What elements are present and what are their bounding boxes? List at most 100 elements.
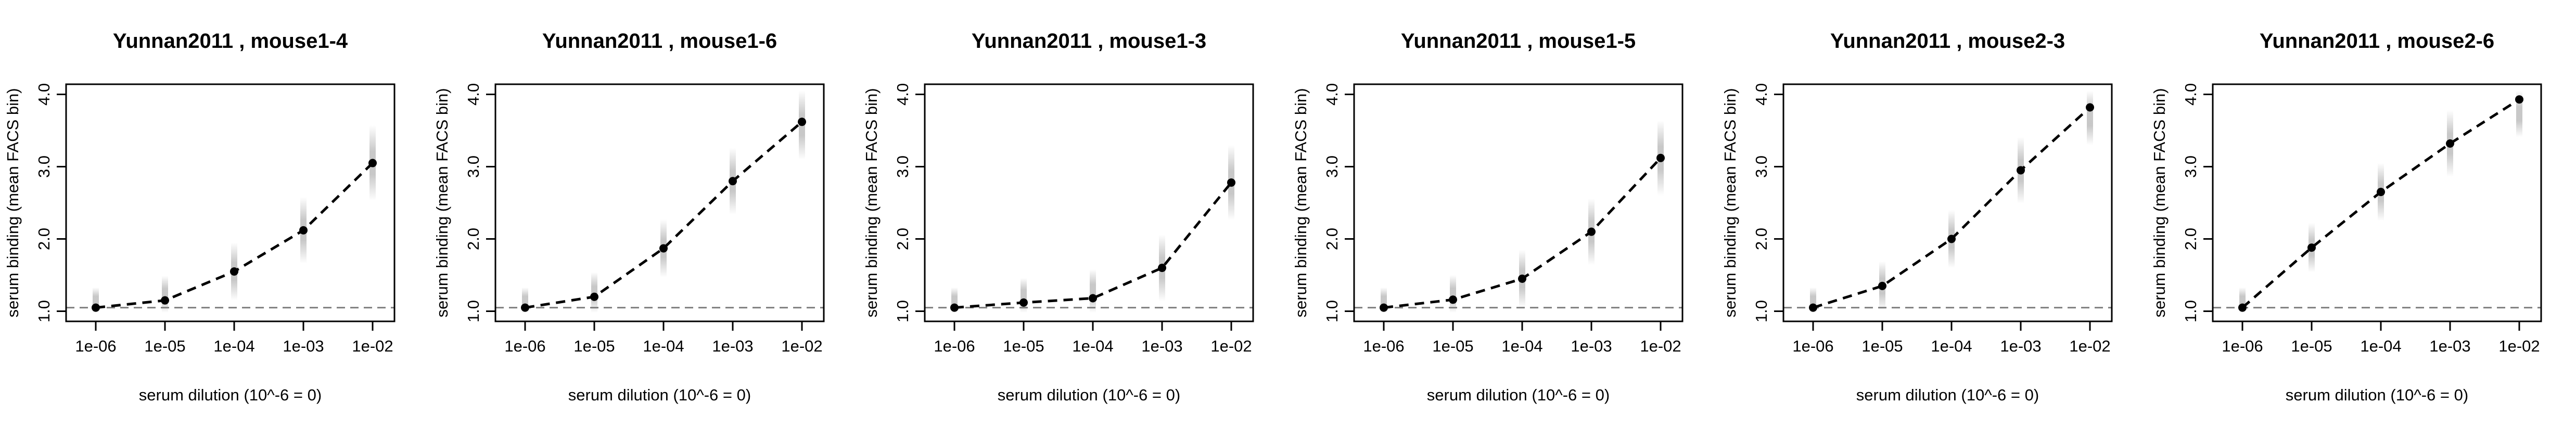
y-tick-label: 4.0 [1752,83,1770,106]
x-tick-label: 1e-05 [1861,337,1903,355]
data-point [92,303,100,312]
y-axis-label: serum binding (mean FACS bin) [433,88,451,317]
y-axis-label: serum binding (mean FACS bin) [2150,88,2169,317]
data-point [590,292,598,301]
x-tick-label: 1e-02 [1210,337,1252,355]
data-point [950,303,959,312]
chart-title: Yunnan2011 , mouse2-3 [1830,30,2065,53]
chart-title: Yunnan2011 , mouse2-6 [2260,30,2494,53]
y-tick-label: 2.0 [2182,228,2200,250]
x-tick-label: 1e-06 [504,337,545,355]
x-tick-label: 1e-05 [2291,337,2332,355]
chart-title: Yunnan2011 , mouse1-6 [542,30,777,53]
y-tick-label: 3.0 [1752,155,1770,178]
data-point [1158,264,1166,272]
y-tick-label: 4.0 [35,83,53,106]
x-tick-label: 1e-05 [144,337,185,355]
y-tick-label: 2.0 [894,228,912,250]
x-tick-label: 1e-03 [2429,337,2470,355]
y-tick-label: 3.0 [464,155,482,178]
data-point [521,303,529,312]
x-tick-label: 1e-04 [1072,337,1113,355]
y-tick-label: 2.0 [35,228,53,250]
data-point [729,177,737,186]
data-point [368,159,377,167]
data-point [230,267,238,276]
data-point [1587,227,1596,236]
series-line [1813,106,2091,309]
chart-panel-6: Yunnan2011 , mouse2-6 1e-06 1e-05 1e-04 1e-0… [2150,30,2542,404]
y-tick-label: 4.0 [894,83,912,106]
series-line [525,121,803,309]
x-tick-label: 1e-03 [712,337,753,355]
data-point [1089,294,1097,303]
plot-frame [924,83,1254,322]
y-axis-label: serum binding (mean FACS bin) [862,88,881,317]
data-point [1518,274,1526,283]
y-tick-label: 4.0 [1323,83,1341,106]
chart-panel-5: Yunnan2011 , mouse2-3 1e-06 1e-05 1e-04 1e-0… [1721,30,2113,404]
x-tick-label: 1e-06 [2222,337,2263,355]
x-tick-label: 1e-05 [1432,337,1473,355]
plot-frame [2212,83,2542,322]
x-tick-label: 1e-06 [1792,337,1833,355]
y-tick-label: 3.0 [894,155,912,178]
chart-panel-3: Yunnan2011 , mouse1-3 1e-06 1e-05 1e-04 1e-0… [862,30,1254,404]
chart-panel-1: Yunnan2011 , mouse1-4 1e-06 1e-05 1e-04 1e-0… [4,30,396,404]
y-tick-label: 1.0 [2182,300,2200,322]
x-tick-label: 1e-02 [2069,337,2110,355]
series-line [954,181,1232,309]
x-tick-label: 1e-06 [1363,337,1404,355]
data-point [798,118,806,126]
x-tick-label: 1e-06 [75,337,116,355]
x-tick-label: 1e-04 [2360,337,2401,355]
x-axis-label: serum dilution (10^-6 = 0) [139,386,322,404]
data-point [2307,243,2316,252]
plot-frame [1782,83,2113,322]
data-point [2017,166,2025,175]
chart-panel-4: Yunnan2011 , mouse1-5 1e-06 1e-05 1e-04 1e-0… [1292,30,1684,404]
data-point [1947,235,1956,243]
data-point [1019,298,1028,307]
y-axis-label: serum binding (mean FACS bin) [4,88,22,317]
y-tick-label: 1.0 [1752,300,1770,322]
data-point [1227,178,1235,187]
x-tick-label: 1e-03 [283,337,324,355]
y-tick-label: 2.0 [1323,228,1341,250]
x-tick-label: 1e-04 [213,337,254,355]
data-point [161,296,169,305]
data-point [1449,295,1457,304]
y-tick-label: 3.0 [1323,155,1341,178]
chart-title: Yunnan2011 , mouse1-3 [972,30,1206,53]
x-tick-label: 1e-04 [643,337,684,355]
x-axis-label: serum dilution (10^-6 = 0) [1856,386,2039,404]
y-tick-label: 2.0 [464,228,482,250]
data-cloud [2087,90,2093,145]
data-point [2377,188,2385,197]
y-tick-label: 1.0 [35,300,53,322]
plot-frame [494,83,825,322]
chart-title: Yunnan2011 , mouse1-4 [113,30,348,53]
data-point [659,244,668,253]
y-axis-label: serum binding (mean FACS bin) [1292,88,1310,317]
x-tick-label: 1e-05 [573,337,615,355]
data-point [1809,303,1817,312]
y-tick-label: 4.0 [464,83,482,106]
data-point [1656,153,1665,162]
y-tick-label: 3.0 [2182,155,2200,178]
x-axis-label: serum dilution (10^-6 = 0) [568,386,751,404]
data-cloud [591,272,597,313]
y-tick-label: 1.0 [894,300,912,322]
x-tick-label: 1e-03 [2000,337,2041,355]
x-axis-label: serum dilution (10^-6 = 0) [1427,386,1610,404]
x-tick-label: 1e-06 [934,337,975,355]
y-tick-label: 4.0 [2182,83,2200,106]
chart-panel-2: Yunnan2011 , mouse1-6 1e-06 1e-05 1e-04 1e-0… [433,30,825,404]
data-point [2086,103,2094,112]
x-tick-label: 1e-05 [1003,337,1044,355]
plot-frame [65,83,396,322]
plot-frame [1353,83,1684,322]
x-tick-label: 1e-02 [781,337,822,355]
x-tick-label: 1e-04 [1931,337,1972,355]
